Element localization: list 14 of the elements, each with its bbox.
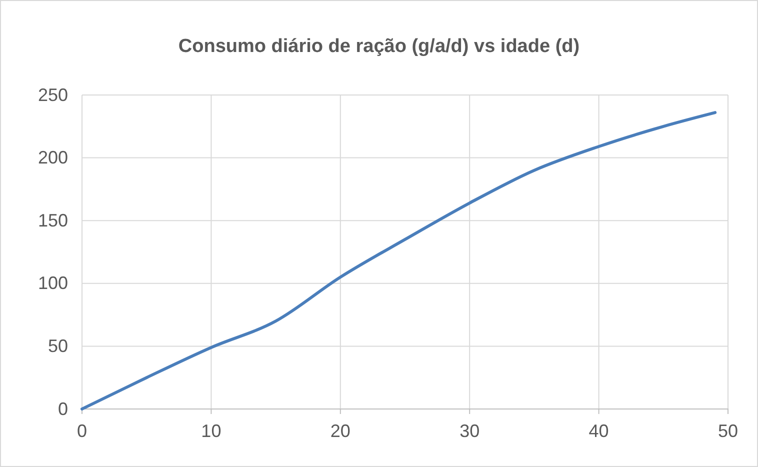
chart-title: Consumo diário de ração (g/a/d) vs idade (d) [178,36,580,57]
x-tick-label: 40 [588,420,609,441]
y-tick-label: 250 [38,84,68,105]
y-tick-label: 150 [38,210,68,230]
x-tick-label: 30 [460,420,480,441]
y-tick-label: 100 [38,273,68,294]
x-tick-label: 10 [201,420,222,441]
x-tick-label: 50 [718,420,738,441]
x-tick-label: 20 [330,420,350,441]
line-series [80,111,717,410]
y-tick-label: 50 [48,336,68,356]
y-tick-label: 0 [58,398,68,419]
x-tick-label: 0 [76,420,88,441]
y-tick-label: 200 [38,148,68,168]
